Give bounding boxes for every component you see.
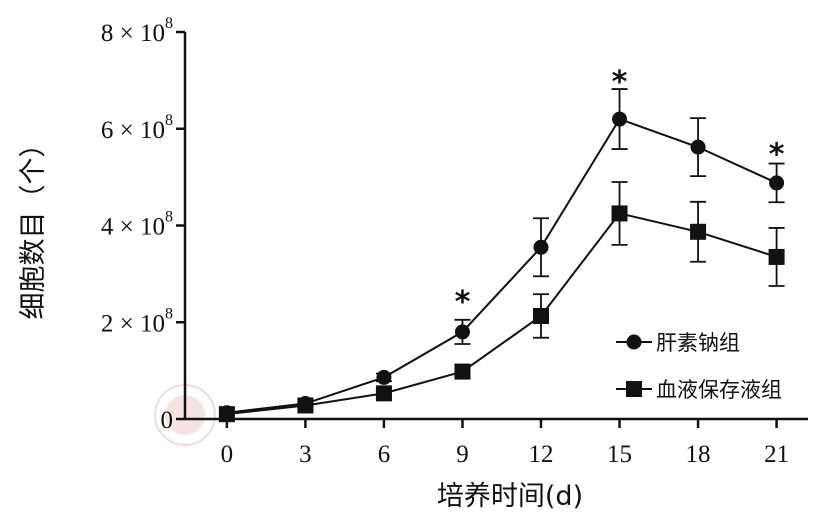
data-point-circle (533, 239, 549, 255)
y-tick-label: 8 × 108 (101, 15, 173, 47)
data-point-circle (612, 111, 628, 127)
legend-item: 血液保存液组 (616, 378, 782, 402)
data-point-square (375, 385, 392, 402)
x-tick-label: 6 (378, 441, 391, 468)
x-tick-label: 12 (529, 441, 554, 468)
series-line (226, 117, 778, 414)
series-layer (218, 88, 785, 423)
significance-markers: * * * (455, 65, 785, 320)
data-point-square (768, 248, 785, 265)
data-point-square (690, 223, 707, 240)
data-point-square (533, 307, 549, 324)
series-square (218, 181, 785, 423)
data-point-square (611, 205, 628, 222)
x-tick-label: 15 (607, 441, 632, 468)
significance-asterisk: * (455, 285, 471, 320)
x-tick-label: 18 (686, 441, 711, 468)
legend-label: 血液保存液组 (656, 378, 782, 402)
y-tick-label: 4 × 108 (101, 209, 173, 241)
data-point-circle (454, 324, 470, 340)
data-point-square (297, 397, 314, 414)
series-line (226, 212, 777, 416)
data-point-circle (690, 139, 706, 155)
x-axis-title: 培养时间(d) (437, 481, 583, 512)
y-axis-ticks: 0 2 × 108 4 × 108 6 × 108 8 × 108 (101, 15, 185, 434)
data-point-circle (376, 369, 392, 385)
data-point-square (218, 406, 235, 423)
data-point-circle (769, 175, 785, 191)
x-tick-label: 0 (221, 441, 234, 468)
legend-item: 肝素钠组 (616, 331, 740, 355)
x-tick-label: 21 (764, 441, 789, 468)
significance-asterisk: * (612, 65, 628, 100)
legend-marker-circle (626, 334, 642, 350)
y-tick-label: 6 × 108 (101, 112, 173, 144)
x-axis-ticks: 0 3 6 9 12 15 18 21 (221, 419, 789, 468)
axes (183, 32, 808, 421)
legend-marker-square (626, 381, 642, 397)
series-circle (219, 88, 785, 421)
legend-label: 肝素钠组 (656, 331, 740, 355)
data-point-square (454, 363, 471, 380)
y-tick-label: 0 (161, 407, 174, 434)
y-axis-title: 细胞数目（个） (18, 131, 49, 320)
significance-asterisk: * (769, 138, 785, 173)
y-tick-label: 2 × 108 (101, 305, 173, 337)
x-tick-label: 9 (456, 441, 469, 468)
x-tick-label: 3 (299, 441, 312, 468)
